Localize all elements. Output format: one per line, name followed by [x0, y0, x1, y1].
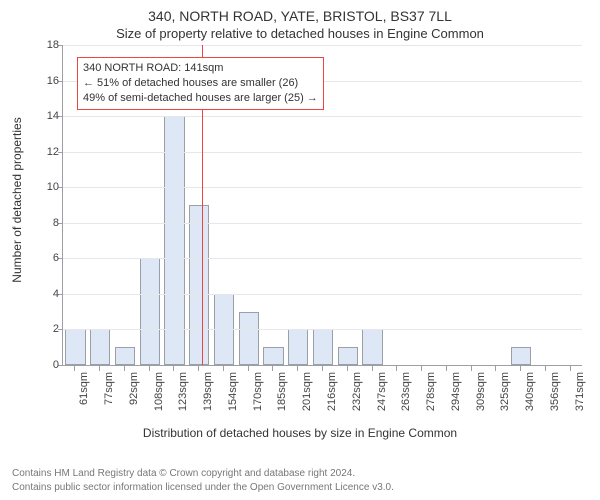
y-tick-label: 2 — [35, 323, 59, 335]
histogram-bar — [511, 347, 531, 365]
y-tick-label: 18 — [35, 39, 59, 51]
y-tick-label: 4 — [35, 288, 59, 300]
x-tick-label: 77sqm — [103, 372, 115, 432]
y-tick-label: 0 — [35, 359, 59, 371]
x-tick-mark — [396, 366, 397, 371]
histogram-bar — [140, 258, 160, 365]
grid-line — [63, 116, 582, 117]
y-tick-label: 6 — [35, 252, 59, 264]
annotation-box: 340 NORTH ROAD: 141sqm ← 51% of detached… — [77, 57, 324, 110]
x-tick-mark — [322, 366, 323, 371]
x-tick-mark — [198, 366, 199, 371]
histogram-bar — [90, 329, 110, 365]
x-tick-mark — [347, 366, 348, 371]
footer-attribution: Contains HM Land Registry data © Crown c… — [12, 467, 394, 494]
x-tick-label: 340sqm — [524, 372, 536, 432]
x-tick-label: 232sqm — [351, 372, 363, 432]
histogram-bar — [362, 329, 382, 365]
x-tick-mark — [149, 366, 150, 371]
grid-line — [63, 329, 582, 330]
annotation-line-2: ← 51% of detached houses are smaller (26… — [83, 76, 318, 91]
x-tick-mark — [421, 366, 422, 371]
x-ticks: 61sqm77sqm92sqm108sqm123sqm139sqm154sqm1… — [62, 366, 582, 422]
x-tick-label: 325sqm — [499, 372, 511, 432]
x-tick-label: 263sqm — [400, 372, 412, 432]
x-tick-label: 170sqm — [252, 372, 264, 432]
grid-line — [63, 258, 582, 259]
histogram-bar — [189, 205, 209, 365]
y-tick-label: 12 — [35, 146, 59, 158]
x-tick-label: 139sqm — [202, 372, 214, 432]
x-tick-label: 371sqm — [574, 372, 586, 432]
histogram-bar — [313, 329, 333, 365]
x-tick-mark — [173, 366, 174, 371]
x-tick-label: 278sqm — [425, 372, 437, 432]
x-tick-label: 108sqm — [153, 372, 165, 432]
x-tick-mark — [471, 366, 472, 371]
histogram-bar — [164, 116, 184, 365]
x-tick-label: 247sqm — [376, 372, 388, 432]
x-tick-mark — [74, 366, 75, 371]
x-tick-label: 294sqm — [450, 372, 462, 432]
x-tick-label: 216sqm — [326, 372, 338, 432]
x-tick-mark — [545, 366, 546, 371]
grid-line — [63, 152, 582, 153]
grid-line — [63, 294, 582, 295]
x-tick-label: 185sqm — [276, 372, 288, 432]
x-tick-label: 356sqm — [549, 372, 561, 432]
x-tick-mark — [99, 366, 100, 371]
x-tick-mark — [248, 366, 249, 371]
x-tick-label: 201sqm — [301, 372, 313, 432]
x-tick-mark — [223, 366, 224, 371]
histogram-bar — [338, 347, 358, 365]
grid-line — [63, 45, 582, 46]
annotation-line-3: 49% of semi-detached houses are larger (… — [83, 91, 318, 106]
annotation-line-1: 340 NORTH ROAD: 141sqm — [83, 61, 318, 76]
histogram-bar — [65, 329, 85, 365]
histogram-bar — [239, 312, 259, 365]
x-tick-mark — [570, 366, 571, 371]
x-tick-label: 61sqm — [78, 372, 90, 432]
x-tick-mark — [446, 366, 447, 371]
x-tick-label: 92sqm — [128, 372, 140, 432]
grid-line — [63, 223, 582, 224]
histogram-bar — [263, 347, 283, 365]
y-axis-label: Number of detached properties — [10, 117, 24, 282]
footer-line-1: Contains HM Land Registry data © Crown c… — [12, 467, 394, 481]
x-tick-mark — [520, 366, 521, 371]
chart-title: 340, NORTH ROAD, YATE, BRISTOL, BS37 7LL — [0, 0, 600, 24]
chart-plot-area: 024681012141618 340 NORTH ROAD: 141sqm ←… — [62, 45, 582, 366]
x-tick-mark — [124, 366, 125, 371]
x-tick-mark — [272, 366, 273, 371]
y-tick-label: 8 — [35, 217, 59, 229]
y-tick-label: 16 — [35, 75, 59, 87]
x-tick-label: 154sqm — [227, 372, 239, 432]
x-tick-mark — [372, 366, 373, 371]
x-tick-label: 123sqm — [177, 372, 189, 432]
y-tick-label: 10 — [35, 181, 59, 193]
x-tick-mark — [297, 366, 298, 371]
chart-subtitle: Size of property relative to detached ho… — [0, 24, 600, 45]
y-tick-label: 14 — [35, 110, 59, 122]
grid-line — [63, 187, 582, 188]
histogram-bar — [115, 347, 135, 365]
histogram-bar — [288, 329, 308, 365]
x-tick-mark — [495, 366, 496, 371]
footer-line-2: Contains public sector information licen… — [12, 481, 394, 495]
x-tick-label: 309sqm — [475, 372, 487, 432]
